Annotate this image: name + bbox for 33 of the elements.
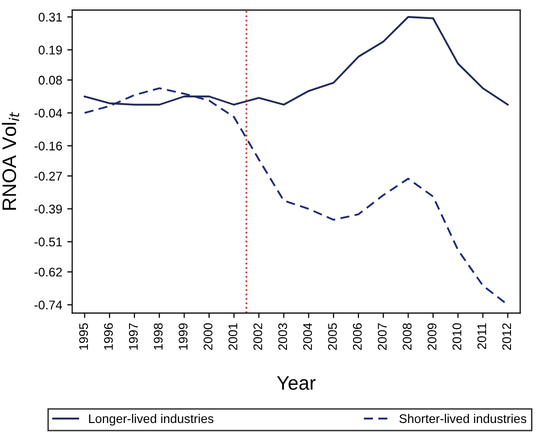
legend-label: Shorter-lived industries — [399, 414, 526, 424]
x-tick-label: 2005 — [328, 323, 337, 350]
x-tick-label: 1999 — [178, 323, 188, 350]
x-tick-label: 2011 — [477, 323, 486, 349]
y-tick-label: -0.62 — [34, 268, 62, 277]
x-tick-label: 2008 — [402, 323, 412, 350]
x-tick-label: 1996 — [104, 323, 113, 350]
y-tick-label: -0.27 — [34, 172, 62, 181]
x-tick-label: 1998 — [154, 323, 163, 350]
x-tick-label: 1995 — [79, 323, 88, 350]
x-tick-label: 2012 — [502, 323, 512, 350]
y-tick-label: -0.04 — [34, 108, 62, 118]
x-tick-label: 2006 — [352, 323, 362, 350]
x-tick-label: 2001 — [228, 323, 238, 350]
y-axis-title: RNOA Vol$_{it}$ — [2, 112, 20, 210]
x-tick-label: 1997 — [128, 323, 138, 350]
x-tick-label: 2010 — [452, 323, 462, 350]
x-tick-label: 2009 — [428, 323, 436, 350]
y-tick-label: -0.51 — [34, 238, 62, 246]
x-tick-label: 2002 — [253, 323, 262, 350]
x-tick-label: 2004 — [303, 323, 312, 350]
legend-label: Longer-lived industries — [89, 414, 214, 426]
x-tick-label: 2000 — [204, 323, 212, 350]
y-tick-label: -0.74 — [34, 300, 62, 310]
line-series — [84, 16, 509, 106]
y-tick-label: 0.19 — [38, 46, 62, 54]
y-tick-label: -0.39 — [34, 204, 62, 214]
y-tick-label: 0.31 — [38, 12, 62, 22]
x-tick-label: 2003 — [278, 323, 288, 350]
x-axis-title: Year — [276, 376, 316, 390]
x-tick-label: 2007 — [378, 323, 387, 350]
y-tick-label: 0.08 — [38, 76, 62, 85]
y-tick-label: -0.16 — [34, 142, 62, 150]
